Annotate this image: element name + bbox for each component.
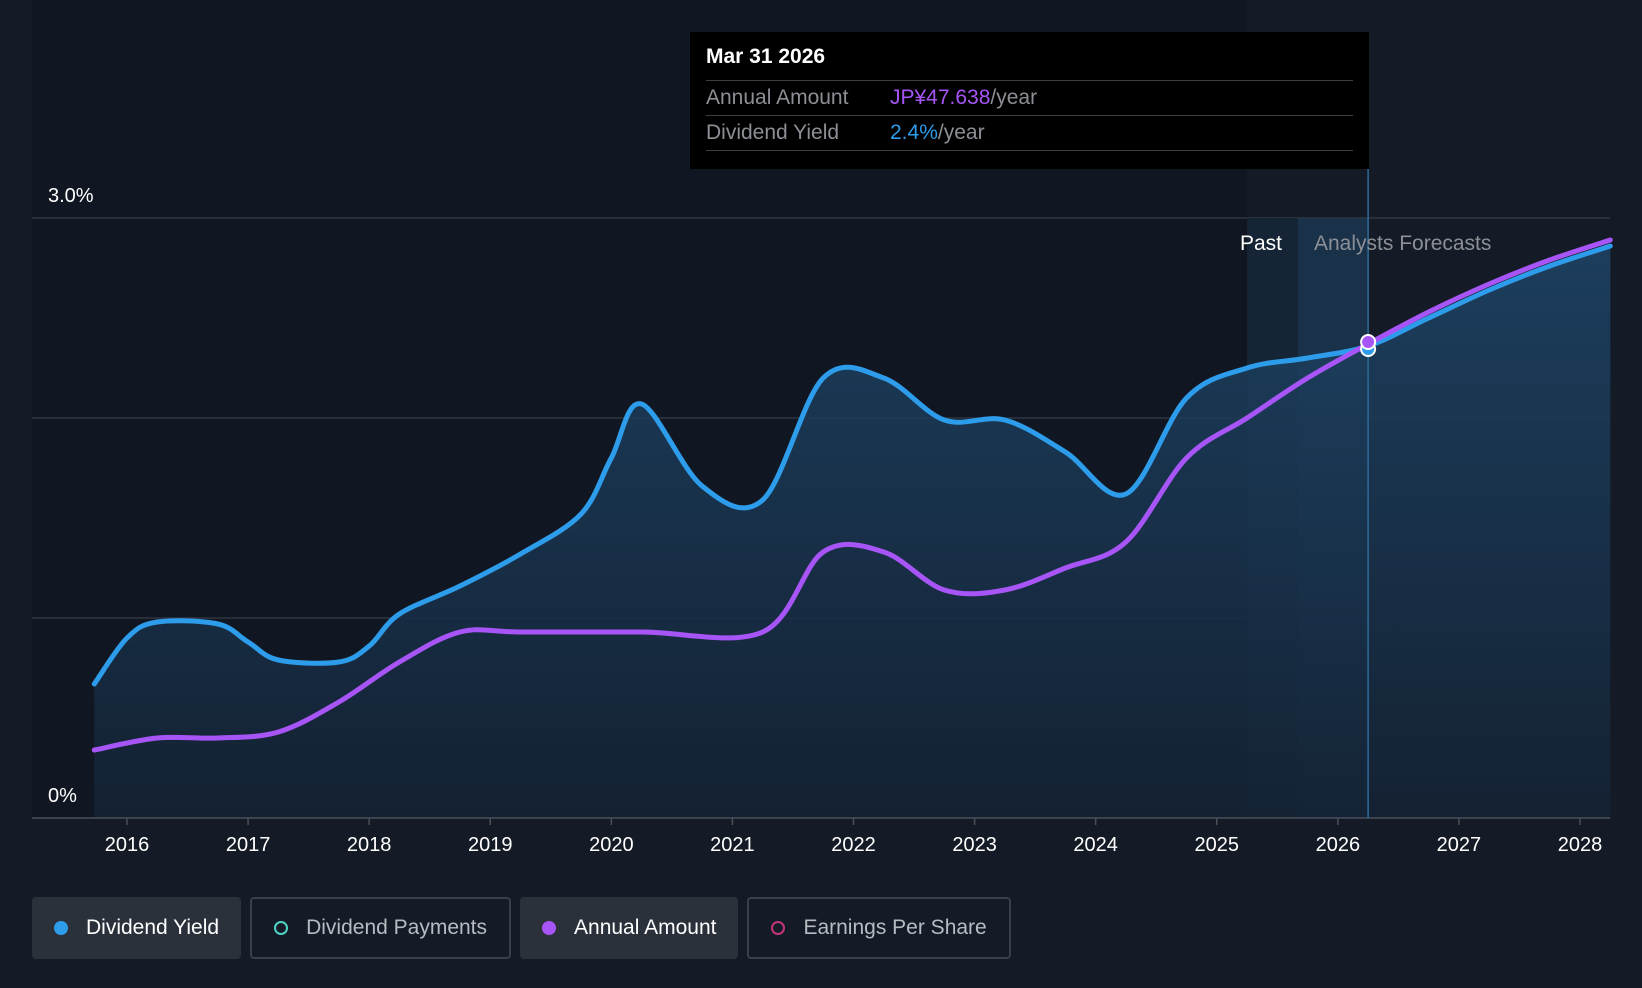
tooltip-annual-unit: /year xyxy=(990,86,1038,109)
legend-dividend-yield[interactable]: Dividend Yield xyxy=(32,897,242,959)
x-tick-label-2016: 2016 xyxy=(105,834,150,856)
tooltip-date: Mar 31 2026 xyxy=(706,44,1353,81)
tooltip-yield-unit: /year xyxy=(937,121,985,144)
tooltip-yield-label: Dividend Yield xyxy=(706,121,840,144)
legend: Dividend Yield Dividend Payments Annual … xyxy=(32,897,1020,959)
past-label: Past xyxy=(1240,232,1282,255)
y-tick-label-0: 3.0% xyxy=(48,185,94,207)
x-tick-label-2023: 2023 xyxy=(952,834,997,856)
marker-layer xyxy=(1360,334,1377,357)
legend-annual-amount-label: Annual Amount xyxy=(574,916,717,939)
x-tick-label-2025: 2025 xyxy=(1195,834,1240,856)
legend-earnings-per-share-label: Earnings Per Share xyxy=(803,916,987,939)
legend-annual-amount[interactable]: Annual Amount xyxy=(520,897,739,959)
x-tick-label-2017: 2017 xyxy=(226,834,271,856)
legend-dividend-yield-label: Dividend Yield xyxy=(86,916,220,939)
tooltip-annual-row: Annual Amount JP¥47.638 /year xyxy=(706,81,1353,116)
x-tick-label-2021: 2021 xyxy=(710,834,755,856)
x-axis: 2016 2017 2018 2019 2020 2021 2022 2023 2024 2025… xyxy=(32,817,1610,856)
tooltip-yield-value: 2.4% xyxy=(890,121,938,144)
tooltip-annual-value: JP¥47.638 xyxy=(890,86,991,109)
x-tick-label-2024: 2024 xyxy=(1073,834,1118,856)
y-tick-label-1: 0% xyxy=(48,785,77,807)
x-tick-label-2019: 2019 xyxy=(468,834,513,856)
tooltip-annual-label: Annual Amount xyxy=(706,86,849,109)
tooltip: Mar 31 2026 Annual Amount JP¥47.638 /yea… xyxy=(690,32,1369,169)
forecast-label: Analysts Forecasts xyxy=(1314,232,1491,255)
tooltip-yield-row: Dividend Yield 2.4% /year xyxy=(706,116,1353,151)
legend-earnings-per-share-ring-icon xyxy=(771,921,786,935)
legend-dividend-payments-label: Dividend Payments xyxy=(306,916,488,939)
series-line-dividend-yield xyxy=(91,243,1613,687)
x-tick-label-2022: 2022 xyxy=(831,834,876,856)
legend-dividend-payments-ring-icon xyxy=(274,921,289,935)
legend-earnings-per-share[interactable]: Earnings Per Share xyxy=(747,897,1011,959)
x-tick-label-2020: 2020 xyxy=(589,834,634,856)
series-area-0 xyxy=(94,246,1611,818)
x-tick-label-2026: 2026 xyxy=(1316,834,1361,856)
x-tick-label-2018: 2018 xyxy=(347,834,392,856)
highlight-marker-1 xyxy=(1360,334,1377,350)
legend-dividend-payments[interactable]: Dividend Payments xyxy=(250,897,512,959)
x-tick-label-2027: 2027 xyxy=(1437,834,1482,856)
legend-annual-amount-dot-icon xyxy=(542,921,557,935)
legend-dividend-yield-dot-icon xyxy=(54,921,68,935)
x-tick-label-2028: 2028 xyxy=(1558,834,1603,856)
